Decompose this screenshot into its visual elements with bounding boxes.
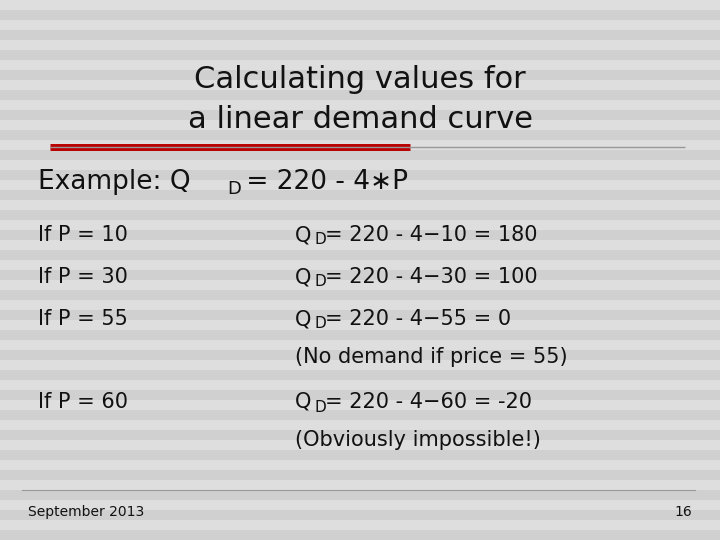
Text: Calculating values for: Calculating values for	[194, 65, 526, 94]
Text: If P = 30: If P = 30	[38, 267, 128, 287]
Bar	[0, 450, 720, 460]
Bar	[0, 480, 720, 490]
Bar	[0, 30, 720, 40]
Bar	[0, 390, 720, 400]
Bar	[0, 140, 720, 150]
Bar	[0, 80, 720, 90]
Text: a linear demand curve: a linear demand curve	[187, 105, 533, 134]
Bar	[0, 40, 720, 50]
Bar	[0, 170, 720, 180]
Bar	[0, 520, 720, 530]
Text: D: D	[315, 400, 327, 415]
Bar	[0, 20, 720, 30]
Bar	[0, 240, 720, 250]
Bar	[0, 320, 720, 330]
Bar	[0, 460, 720, 470]
Bar	[0, 270, 720, 280]
Bar	[0, 380, 720, 390]
Text: Q: Q	[295, 225, 311, 245]
Text: 16: 16	[674, 505, 692, 519]
Bar	[0, 190, 720, 200]
Bar	[0, 440, 720, 450]
Bar	[0, 130, 720, 140]
Text: D: D	[315, 316, 327, 332]
Bar	[0, 290, 720, 300]
Text: If P = 55: If P = 55	[38, 309, 128, 329]
Bar	[0, 250, 720, 260]
Bar	[0, 100, 720, 110]
Bar	[0, 210, 720, 220]
Bar	[0, 200, 720, 210]
Bar	[0, 370, 720, 380]
Bar	[0, 410, 720, 420]
Bar	[0, 0, 720, 10]
Bar	[0, 310, 720, 320]
Bar	[0, 150, 720, 160]
Bar	[0, 470, 720, 480]
Bar	[0, 500, 720, 510]
Text: D: D	[315, 274, 327, 289]
Text: = 220 - 4−30 = 100: = 220 - 4−30 = 100	[325, 267, 538, 287]
Text: If P = 60: If P = 60	[38, 392, 128, 412]
Bar	[0, 490, 720, 500]
Bar	[0, 530, 720, 540]
Bar	[0, 350, 720, 360]
Bar	[0, 180, 720, 190]
Bar	[0, 420, 720, 430]
Bar	[0, 120, 720, 130]
Bar	[0, 50, 720, 60]
Bar	[0, 220, 720, 230]
Bar	[0, 330, 720, 340]
Text: D: D	[315, 233, 327, 247]
Text: If P = 10: If P = 10	[38, 225, 128, 245]
Text: (Obviously impossible!): (Obviously impossible!)	[295, 430, 541, 450]
Bar	[0, 360, 720, 370]
Text: Q: Q	[295, 267, 311, 287]
Text: (No demand if price = 55): (No demand if price = 55)	[295, 347, 567, 367]
Bar	[0, 300, 720, 310]
Text: = 220 - 4−60 = -20: = 220 - 4−60 = -20	[325, 392, 532, 412]
Text: = 220 - 4∗P: = 220 - 4∗P	[238, 169, 408, 195]
Bar	[0, 340, 720, 350]
Bar	[0, 510, 720, 520]
Bar	[0, 230, 720, 240]
Bar	[0, 430, 720, 440]
Bar	[0, 160, 720, 170]
Text: Q: Q	[295, 309, 311, 329]
Text: D: D	[227, 180, 241, 198]
Bar	[0, 400, 720, 410]
Text: Q: Q	[295, 392, 311, 412]
Bar	[0, 280, 720, 290]
Text: September 2013: September 2013	[28, 505, 144, 519]
Bar	[0, 60, 720, 70]
Text: = 220 - 4−10 = 180: = 220 - 4−10 = 180	[325, 225, 538, 245]
Bar	[0, 70, 720, 80]
Bar	[0, 110, 720, 120]
Text: Example: Q: Example: Q	[38, 169, 191, 195]
Bar	[0, 10, 720, 20]
Bar	[0, 260, 720, 270]
Text: = 220 - 4−55 = 0: = 220 - 4−55 = 0	[325, 309, 511, 329]
Bar	[0, 90, 720, 100]
